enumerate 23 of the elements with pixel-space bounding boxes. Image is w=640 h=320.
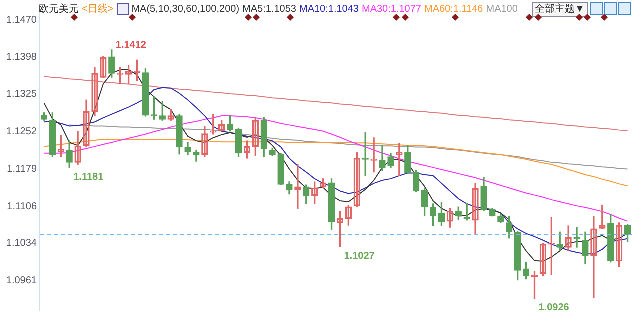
chart-title: 欧元美元	[39, 2, 79, 16]
text: MA30:1.1077	[362, 4, 422, 14]
y-tick-label: 1.1179	[7, 164, 38, 175]
candlestick	[150, 96, 158, 120]
y-tick-label: 1.1034	[6, 238, 38, 250]
y-tick-label: 1.1470	[6, 15, 38, 26]
text: MA100	[486, 4, 518, 14]
y-tick-label: 1.0961	[6, 276, 38, 287]
annotation: 1.1027	[344, 251, 376, 262]
chart-subtitle: <日线>	[82, 2, 114, 16]
annotation: 1.1412	[116, 40, 147, 51]
candlestick	[362, 132, 369, 176]
y-tick-label: 1.1398	[6, 52, 38, 63]
annotation: 1.1181	[74, 172, 104, 184]
text: MA5:1.1053	[242, 4, 296, 14]
annotation: MA(5,10,30,60,100,200)	[132, 4, 240, 14]
y-tick-label: 1.1252	[6, 126, 38, 138]
annotation: 全部主题▼	[532, 2, 588, 17]
annotation: 1.0926	[538, 302, 570, 314]
text: MA10:1.1043	[299, 4, 359, 14]
text: MA60:1.1146	[424, 4, 484, 14]
y-tick-label: 1.1325	[6, 89, 38, 100]
y-tick-label: 1.1106	[7, 201, 38, 212]
